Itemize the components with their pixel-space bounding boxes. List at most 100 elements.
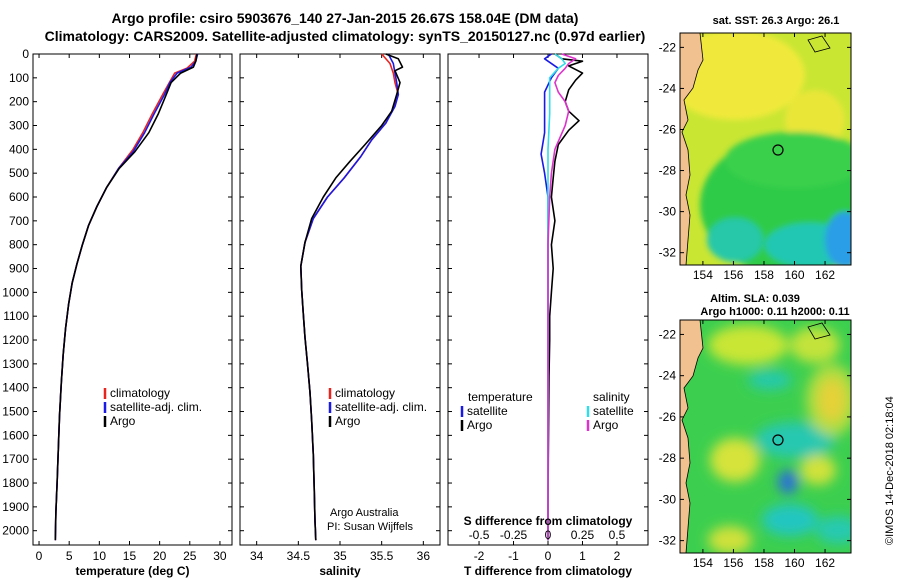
sst-reef-outline bbox=[807, 35, 831, 53]
sla-map: Altim. SLA: 0.039 Argo h1000: 0.11 h2000… bbox=[659, 293, 852, 570]
salinity-xtick-label: 35.5 bbox=[370, 549, 394, 563]
sst-green-mid bbox=[725, 132, 851, 188]
difference-xlabel: T difference from climatology bbox=[464, 564, 632, 578]
difference-top-xtick-label: -0.5 bbox=[469, 528, 490, 542]
sst-map-axes: 154 156 158 160 162 -22 -24 -26 -28 -30 -32 bbox=[659, 33, 851, 282]
difference-series-s-argo bbox=[547, 53, 577, 541]
difference-top-xtick-label: -0.25 bbox=[500, 528, 528, 542]
sst-yellow-patch bbox=[680, 33, 805, 120]
difference-legend-temperature-label: satellite bbox=[467, 404, 508, 418]
sla-cyan-south bbox=[762, 504, 818, 536]
ytick-label: 1800 bbox=[2, 476, 29, 490]
sla-map-frame bbox=[679, 319, 852, 554]
difference-legend-temperature-label: Argo bbox=[467, 418, 493, 432]
salinity-legend-label: climatology bbox=[335, 386, 395, 400]
temperature-xtick-label: 20 bbox=[153, 549, 167, 563]
sla-profile-location-marker bbox=[772, 434, 784, 446]
salinity-panel: 34 34.5 35 35.5 36 salinity climatologysatelli… bbox=[239, 53, 441, 578]
sla-blue-low bbox=[778, 470, 798, 494]
sla-yellow-east bbox=[800, 455, 836, 485]
sla-map-axes: 154 156 158 160 162 -22 -24 -26 -28 -30 -32 bbox=[659, 320, 851, 570]
sst-xtick-label: 160 bbox=[784, 268, 804, 282]
salinity-xtick-label: 34 bbox=[250, 549, 264, 563]
ytick-label: 900 bbox=[9, 262, 29, 276]
ytick-label: 800 bbox=[9, 238, 29, 252]
difference-xtick-label: 2 bbox=[614, 549, 621, 563]
credit-pi: PI: Susan Wijffels bbox=[327, 521, 413, 533]
temperature-panel: 0100200300400500600700800900100011001200… bbox=[2, 47, 233, 578]
ytick-label: 100 bbox=[9, 71, 29, 85]
sst-ytick-label: -24 bbox=[659, 81, 677, 95]
sla-land-australia bbox=[680, 320, 704, 553]
difference-xtick-label: 0 bbox=[545, 549, 552, 563]
sst-land-north bbox=[680, 33, 690, 48]
figure-title-line2: Climatology: CARS2009. Satellite-adjuste… bbox=[45, 28, 646, 44]
sla-yellow-nw bbox=[708, 325, 788, 365]
ytick-label: 0 bbox=[22, 47, 29, 61]
sst-blue-corner bbox=[825, 212, 851, 265]
difference-legend-temperature-title: temperature bbox=[468, 390, 533, 404]
sla-xtick-label: 162 bbox=[815, 556, 835, 570]
sst-map-title: sat. SST: 26.3 Argo: 26.1 bbox=[713, 15, 840, 27]
temperature-legend-label: satellite-adj. clim. bbox=[110, 400, 202, 414]
temperature-series-argo bbox=[54, 53, 198, 541]
sla-yellow-ring bbox=[806, 364, 851, 436]
ytick-label: 500 bbox=[9, 166, 29, 180]
ytick-label: 1000 bbox=[2, 285, 29, 299]
ytick-label: 1500 bbox=[2, 405, 29, 419]
ytick-label: 700 bbox=[9, 214, 29, 228]
sst-xtick-label: 158 bbox=[754, 268, 774, 282]
sst-map: sat. SST: 26.3 Argo: 26.1 154 156 158 160 16… bbox=[659, 15, 852, 282]
sst-land-australia bbox=[680, 33, 704, 265]
sst-ytick-label: -28 bbox=[659, 164, 677, 178]
sla-cyan-southeast bbox=[816, 516, 851, 544]
salinity-xlabel: salinity bbox=[319, 564, 361, 578]
sst-xtick-label: 162 bbox=[815, 268, 835, 282]
salinity-legend-label: satellite-adj. clim. bbox=[335, 400, 427, 414]
sla-xtick-label: 160 bbox=[784, 556, 804, 570]
sla-ytick-label: -28 bbox=[659, 451, 677, 465]
difference-top-xtick-label: 0.25 bbox=[571, 528, 595, 542]
difference-legend-salinity-label: Argo bbox=[593, 418, 619, 432]
ytick-label: 1900 bbox=[2, 500, 29, 514]
sst-ytick-label: -30 bbox=[659, 205, 677, 219]
sst-xtick-label: 154 bbox=[693, 268, 713, 282]
sla-map-title-line2: Argo h1000: 0.11 h2000: 0.11 bbox=[700, 306, 849, 318]
ytick-label: 300 bbox=[9, 119, 29, 133]
sst-ytick-label: -32 bbox=[659, 246, 677, 260]
ytick-label: 1600 bbox=[2, 428, 29, 442]
salinity-frame bbox=[239, 53, 441, 546]
temperature-frame bbox=[32, 53, 233, 546]
salinity-series-satellite-adj-clim- bbox=[299, 53, 400, 541]
difference-xtick-label: -2 bbox=[474, 549, 485, 563]
sla-xtick-label: 156 bbox=[723, 556, 743, 570]
difference-panel: -2 -1 0 1 2T difference from climatology S di… bbox=[447, 53, 649, 578]
temperature-xtick-label: 5 bbox=[66, 549, 73, 563]
ytick-label: 1400 bbox=[2, 381, 29, 395]
difference-top-xtick-label: 0 bbox=[545, 528, 552, 542]
ytick-label: 600 bbox=[9, 190, 29, 204]
sst-ytick-label: -26 bbox=[659, 122, 677, 136]
credit-argo-australia: Argo Australia bbox=[330, 507, 399, 519]
ytick-label: 2000 bbox=[2, 524, 29, 538]
salinity-xtick-label: 34.5 bbox=[287, 549, 311, 563]
imos-timestamp: ©IMOS 14-Dec-2018 02:18:04 bbox=[884, 396, 896, 545]
sla-ytick-label: -30 bbox=[659, 492, 677, 506]
difference-xtick-label: -1 bbox=[508, 549, 519, 563]
difference-legend-salinity-label: satellite bbox=[593, 404, 634, 418]
sla-xtick-label: 158 bbox=[754, 556, 774, 570]
sla-cyan-mid bbox=[755, 422, 835, 458]
sla-yellow-southwest bbox=[708, 526, 752, 553]
difference-top-xlabel: S difference from climatology bbox=[464, 514, 633, 528]
ytick-label: 1700 bbox=[2, 452, 29, 466]
ytick-label: 1300 bbox=[2, 357, 29, 371]
temperature-legend-label: climatology bbox=[110, 386, 170, 400]
ytick-label: 400 bbox=[9, 142, 29, 156]
difference-series-t-argo bbox=[547, 53, 584, 541]
ytick-label: 200 bbox=[9, 95, 29, 109]
temperature-series-satellite-adj-clim- bbox=[54, 53, 199, 541]
sla-cyan-top bbox=[748, 370, 792, 390]
sla-xtick-label: 154 bbox=[693, 556, 713, 570]
sst-map-frame bbox=[679, 32, 852, 266]
